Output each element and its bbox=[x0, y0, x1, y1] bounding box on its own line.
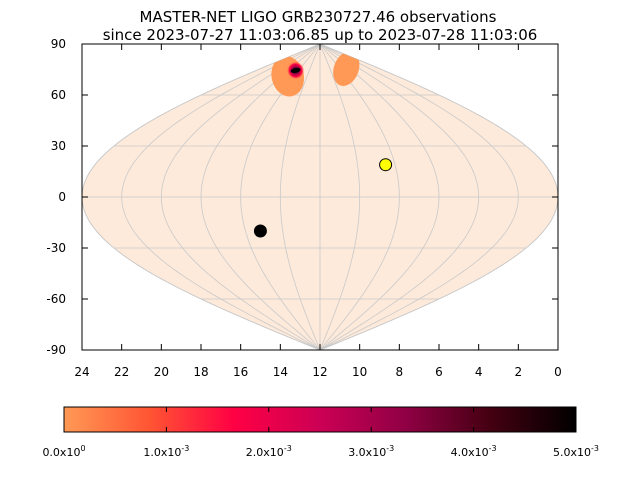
chart-title: MASTER-NET LIGO GRB230727.46 observation… bbox=[140, 8, 497, 26]
y-tick-label: -30 bbox=[46, 241, 66, 255]
x-tick-label: 10 bbox=[352, 365, 367, 379]
region-clip-group bbox=[271, 51, 360, 97]
x-tick-label: 6 bbox=[435, 365, 443, 379]
probability-peak bbox=[290, 67, 301, 74]
colorbar: 0.0x100 1.0x10-3 2.0x10-3 3.0x10-3 4.0x10-3 5… bbox=[42, 406, 599, 459]
y-tick-label: 0 bbox=[58, 190, 66, 204]
y-tick-label: 60 bbox=[51, 88, 66, 102]
colorbar-tick-label: 0.0x100 bbox=[42, 444, 85, 459]
colorbar-tick-label: 4.0x10-3 bbox=[451, 444, 497, 459]
y-tick-label: 90 bbox=[51, 37, 66, 51]
x-tick-label: 14 bbox=[273, 365, 288, 379]
moon-marker bbox=[253, 224, 267, 238]
x-tick-label: 2 bbox=[515, 365, 523, 379]
colorbar-tick-label: 2.0x10-3 bbox=[246, 444, 292, 459]
x-tick-label: 20 bbox=[154, 365, 169, 379]
colorbar-scale bbox=[63, 406, 577, 433]
probability-region bbox=[333, 51, 360, 86]
coordinate-grid bbox=[81, 43, 559, 351]
x-tick-label: 12 bbox=[312, 365, 327, 379]
sun-marker bbox=[379, 158, 393, 172]
x-tick-label: 22 bbox=[114, 365, 129, 379]
y-tick-label: -90 bbox=[46, 343, 66, 357]
chart-subtitle: since 2023-07-27 11:03:06.85 up to 2023-… bbox=[103, 26, 538, 44]
celestial-markers bbox=[253, 158, 393, 238]
x-tick-label: 24 bbox=[74, 365, 89, 379]
y-tick-label: -60 bbox=[46, 292, 66, 306]
x-tick-label: 4 bbox=[475, 365, 483, 379]
colorbar-tick-label: 3.0x10-3 bbox=[348, 444, 394, 459]
x-tick-label: 18 bbox=[193, 365, 208, 379]
probability-regions bbox=[271, 51, 360, 97]
y-tick-label: 30 bbox=[51, 139, 66, 153]
x-tick-label: 8 bbox=[396, 365, 404, 379]
x-tick-label: 0 bbox=[554, 365, 562, 379]
x-tick-label: 16 bbox=[233, 365, 248, 379]
colorbar-tick-label: 1.0x10-3 bbox=[143, 444, 189, 459]
colorbar-tick-label: 5.0x10-3 bbox=[553, 444, 599, 459]
